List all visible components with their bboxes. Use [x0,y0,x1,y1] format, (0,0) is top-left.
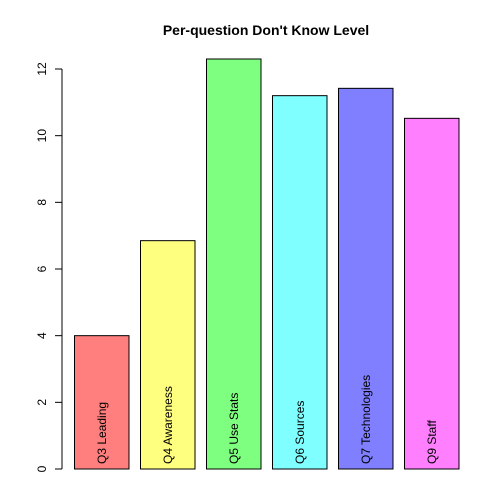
bars [74,58,460,470]
y-tick-label: 0 [35,465,49,472]
y-tick-label: 12 [35,62,49,76]
bar [74,335,130,470]
bar [206,58,262,470]
bar-category-label: Q6 Sources [293,401,307,464]
bar [404,117,460,470]
y-tick-label: 4 [35,332,49,339]
bar-category-label: Q7 Technologies [359,375,373,464]
bar-category-label: Q4 Awareness [161,386,175,464]
y-tick-label: 10 [35,129,49,143]
bar-category-label: Q3 Leading [95,402,109,464]
bar [140,240,196,470]
bar-category-label: Q5 Use Stats [227,393,241,464]
bar [272,95,328,470]
y-tick-label: 6 [35,265,49,272]
bar [338,87,394,470]
y-axis: 0 2 4 6 8 10 12 [35,62,63,472]
bar-labels: Q3 Leading Q4 Awareness Q5 Use Stats Q6 Sou… [95,375,439,464]
chart-title: Per-question Don't Know Level [163,22,369,38]
bar-category-label: Q9 Staff [425,420,439,464]
y-tick-label: 2 [35,399,49,406]
y-tick-label: 8 [35,199,49,206]
